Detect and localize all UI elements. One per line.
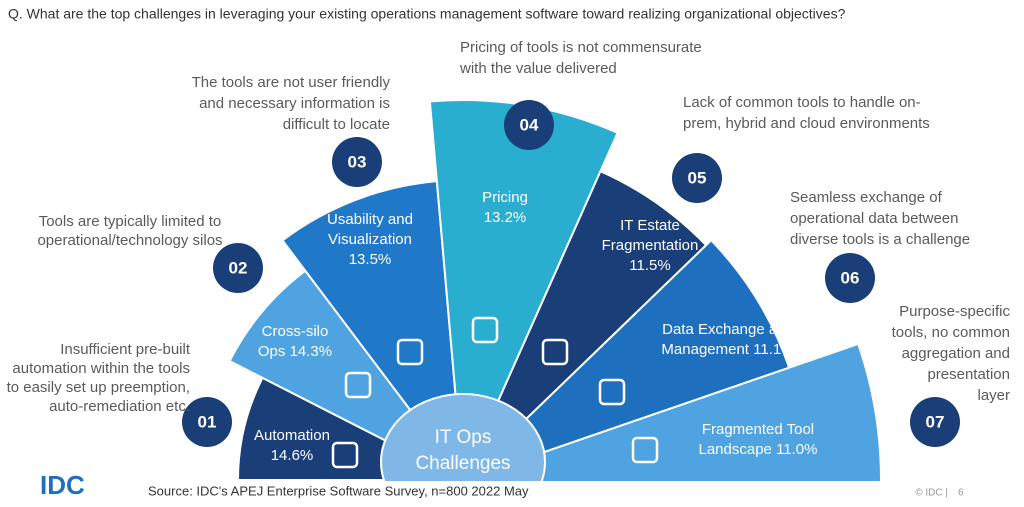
icon	[631, 436, 659, 464]
center-label: IT Ops	[435, 427, 492, 448]
copyright: © IDC |	[915, 488, 948, 499]
segment-note: Lack of common tools to handle on-	[683, 94, 921, 111]
segment-number: 02	[229, 258, 248, 277]
logo: IDC	[40, 470, 85, 500]
icon	[541, 338, 569, 366]
segment-label: Cross-silo	[262, 323, 329, 340]
segment-note: Purpose-specific	[899, 303, 1010, 320]
segment-label: Data Exchange and	[662, 321, 794, 338]
icon	[344, 371, 372, 399]
segment-label: Usability and	[327, 211, 413, 228]
segment-note: automation within the tools	[12, 360, 190, 377]
segment-note: operational data between	[790, 210, 958, 227]
segment-note: with the value delivered	[459, 60, 617, 77]
segment-wedge	[462, 169, 708, 481]
segment-label: Landscape 11.0%	[699, 441, 818, 458]
segment-note: Tools are typically limited to	[39, 213, 222, 230]
segment-label: IT Estate	[620, 217, 680, 234]
segment-label: Fragmented Tool	[702, 421, 814, 438]
segment-label: 14.6%	[271, 447, 314, 464]
segment-note: auto-remediation etc.	[49, 398, 190, 415]
segment-label: 13.2%	[484, 209, 527, 226]
number-badge	[182, 397, 232, 447]
segment-number: 06	[841, 268, 860, 287]
segment-note: Insufficient pre-built	[60, 341, 191, 358]
number-badge	[825, 253, 875, 303]
segment-label: 11.5%	[629, 257, 670, 274]
number-badge	[332, 137, 382, 187]
segment-note: The tools are not user friendly	[192, 74, 391, 91]
segment-note: and necessary information is	[199, 95, 390, 112]
question: Q. What are the top challenges in levera…	[8, 6, 846, 22]
segment-number: 04	[520, 115, 539, 134]
number-badge	[213, 243, 263, 293]
number-badge	[910, 397, 960, 447]
icon	[598, 378, 626, 406]
segment-label: Fragmentation	[602, 237, 699, 254]
segment-label: Management 11.1%	[661, 341, 794, 358]
segment-note: Pricing of tools is not commensurate	[460, 39, 702, 56]
page-number: 6	[958, 488, 964, 499]
segment-wedge	[462, 342, 882, 481]
segment-number: 05	[688, 168, 707, 187]
segment-note: difficult to locate	[283, 116, 390, 133]
segment-label: Automation	[254, 427, 330, 444]
segment-number: 03	[348, 152, 367, 171]
segment-wedge	[462, 238, 791, 481]
center-label: Challenges	[415, 453, 510, 474]
number-badge	[672, 153, 722, 203]
segment-note: operational/technology silos	[37, 232, 222, 249]
segment-label: Ops 14.3%	[258, 343, 332, 360]
segment-note: Seamless exchange of	[790, 189, 943, 206]
icon	[471, 316, 499, 344]
icon	[331, 441, 359, 469]
segment-number: 07	[926, 412, 945, 431]
segment-note: to easily set up preemption,	[7, 379, 190, 396]
center-hub	[380, 393, 546, 481]
segment-note: presentation	[927, 366, 1010, 383]
source: Source: IDC's APEJ Enterprise Software S…	[148, 483, 529, 498]
segment-note: prem, hybrid and cloud environments	[683, 115, 930, 132]
segment-label: 13.5%	[349, 251, 392, 268]
number-badge	[504, 100, 554, 150]
segment-note: diverse tools is a challenge	[790, 231, 970, 248]
segment-note: layer	[977, 387, 1010, 404]
segment-number: 01	[198, 412, 217, 431]
segment-label: Visualization	[328, 231, 412, 248]
segment-note: tools, no common	[892, 324, 1010, 341]
segment-note: aggregation and	[902, 345, 1010, 362]
segment-label: Pricing	[482, 189, 528, 206]
icon	[396, 338, 424, 366]
